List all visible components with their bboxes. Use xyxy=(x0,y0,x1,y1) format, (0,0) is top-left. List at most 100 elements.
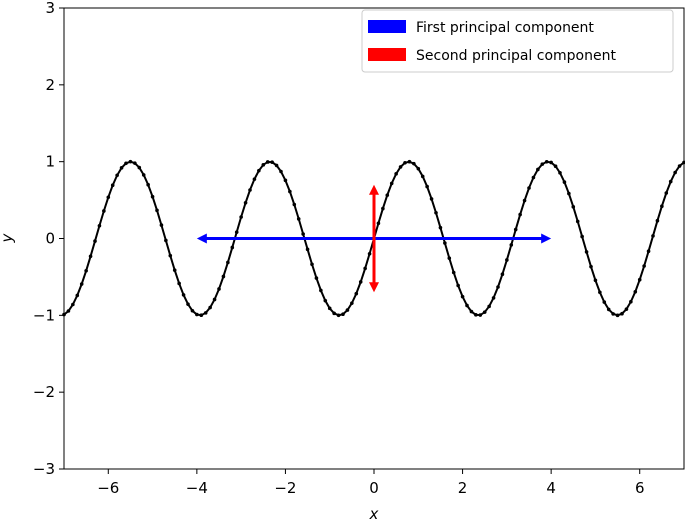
x-tick-label: −4 xyxy=(186,479,208,497)
curve-point xyxy=(589,264,593,269)
x-tick-label: −6 xyxy=(97,479,119,497)
curve-point xyxy=(172,268,177,272)
curve-point xyxy=(496,285,500,289)
curve-point xyxy=(593,278,598,283)
curve-point xyxy=(66,309,71,313)
legend-swatch-second xyxy=(368,48,406,61)
curve-point xyxy=(385,193,390,197)
curve-point xyxy=(624,307,629,311)
legend-box xyxy=(361,9,674,73)
x-axis-label: x xyxy=(369,505,379,522)
curve-point xyxy=(558,171,562,175)
legend-label-second: Second principal component xyxy=(416,48,616,64)
x-tick-label: −2 xyxy=(274,479,296,497)
curve-point xyxy=(345,308,350,312)
curve-point xyxy=(394,172,398,176)
curve-point xyxy=(119,166,124,170)
curve-point xyxy=(544,159,549,164)
curve-point xyxy=(168,253,173,258)
y-tick-label: 1 xyxy=(45,153,55,171)
curve-point xyxy=(664,191,669,195)
curve-point xyxy=(274,163,279,168)
curve-point xyxy=(350,301,354,305)
curve-point xyxy=(181,293,186,297)
y-tick-label: 0 xyxy=(45,230,55,248)
curve-point xyxy=(239,215,243,219)
curve-point xyxy=(381,206,385,211)
curve-point xyxy=(633,289,638,294)
curve-point xyxy=(491,296,496,300)
curve-point xyxy=(465,303,469,308)
curve-point xyxy=(301,232,305,236)
curve-point xyxy=(217,287,221,291)
x-tick-label: 2 xyxy=(458,479,468,497)
curve-point xyxy=(159,223,164,227)
curve-point xyxy=(208,305,212,310)
curve-point xyxy=(150,194,155,199)
curve-point xyxy=(84,268,88,273)
curve-point xyxy=(536,167,540,172)
y-tick-label: 3 xyxy=(45,0,55,17)
principal-component-arrows xyxy=(196,184,552,293)
y-tick-label: 2 xyxy=(45,76,55,94)
curve-point xyxy=(243,201,248,205)
curve-point xyxy=(403,160,407,165)
curve-point xyxy=(279,169,283,174)
curve-point xyxy=(203,311,208,315)
arrow-head-start xyxy=(369,282,379,293)
curve-point xyxy=(500,272,505,277)
curve-point xyxy=(190,308,195,313)
curve-point xyxy=(327,306,332,311)
curve-point xyxy=(562,180,567,184)
curve-point xyxy=(323,298,328,303)
curve-point xyxy=(505,258,509,262)
curve-point xyxy=(97,223,102,228)
curve-point xyxy=(513,227,518,232)
curve-point xyxy=(527,186,531,190)
curve-point xyxy=(177,281,181,286)
curve-point xyxy=(611,312,615,316)
curve-point xyxy=(615,313,620,318)
legend-swatch-first xyxy=(368,20,406,33)
curve-point xyxy=(199,313,204,318)
curve-point xyxy=(416,166,421,171)
curve-point xyxy=(460,294,465,299)
curve-point xyxy=(553,164,558,169)
curve-point xyxy=(248,188,252,192)
y-tick-label: −3 xyxy=(33,460,55,478)
curve-point xyxy=(115,173,119,178)
curve-point xyxy=(629,299,633,304)
curve-point xyxy=(429,197,434,201)
curve-point xyxy=(336,313,341,318)
curve-point xyxy=(314,276,319,280)
curve-point xyxy=(124,161,128,166)
second-principal-component-arrow xyxy=(369,184,379,293)
curve-point xyxy=(71,302,75,307)
curve-point xyxy=(137,165,142,170)
arrow-head-end xyxy=(541,233,552,244)
y-tick-label: −2 xyxy=(33,383,55,401)
curve-point xyxy=(584,250,589,254)
curve-point xyxy=(407,159,412,164)
curve-point xyxy=(518,212,522,217)
curve-point xyxy=(620,311,624,316)
arrow-head-start xyxy=(196,233,207,244)
curve-point xyxy=(265,160,270,164)
curve-point xyxy=(128,159,133,164)
arrow-head-end xyxy=(369,184,379,195)
curve-point xyxy=(651,234,655,238)
curve-point xyxy=(509,243,514,247)
curve-point xyxy=(549,160,553,165)
curve-point xyxy=(155,208,159,213)
curve-point xyxy=(469,309,474,314)
curve-point xyxy=(75,293,80,298)
curve-point xyxy=(283,178,288,183)
curve-point xyxy=(367,251,372,256)
curve-point xyxy=(186,302,190,306)
curve-point xyxy=(252,177,257,181)
curve-point xyxy=(230,245,235,250)
curve-point xyxy=(438,225,443,230)
curve-point xyxy=(164,238,168,243)
